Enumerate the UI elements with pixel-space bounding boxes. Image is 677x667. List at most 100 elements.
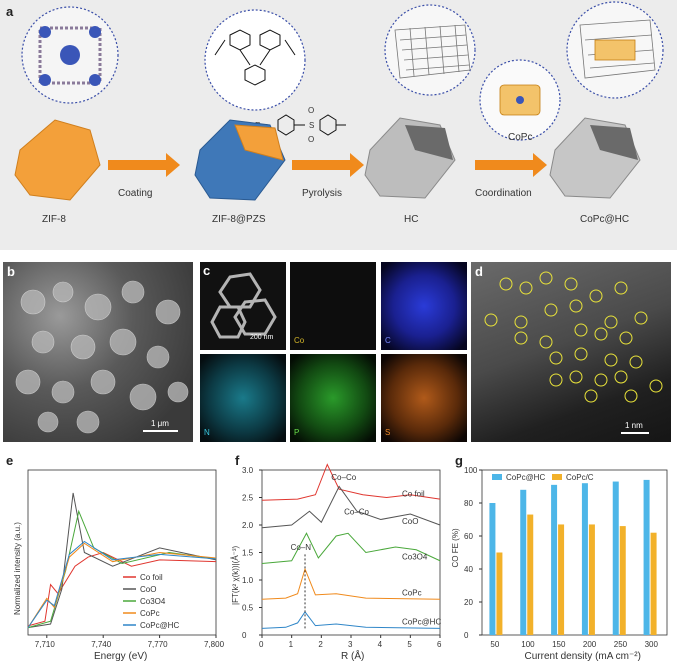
e-x-axis-label: Energy (eV): [94, 651, 147, 662]
g-plot-frame: [481, 469, 668, 636]
g-x-tick-label: 300: [645, 640, 659, 649]
e-series-line-0: [27, 551, 217, 627]
f-series-line-3: [261, 567, 441, 600]
eds-map-n: N: [200, 354, 286, 442]
g-bar-0-1: [520, 489, 527, 635]
arrow-coordination-icon: [475, 153, 547, 177]
stage-label-hc: HC: [404, 214, 418, 225]
zif8-framework-icon: [38, 26, 102, 86]
e-legend-label-1: CoO: [140, 585, 156, 594]
f-annotation-coco-1: Co–Co: [331, 473, 356, 482]
e-plot-frame: [27, 469, 217, 636]
panel-letter-e: e: [6, 453, 14, 468]
g-bar-1-4: [619, 526, 626, 635]
e-x-tick-label: 7,740: [91, 640, 112, 649]
f-series-label-0: Co foil: [402, 489, 425, 498]
f-series-line-1: [261, 485, 441, 529]
g-x-tick-label: 150: [552, 640, 566, 649]
panel-b-sem-image: b 1 μm: [3, 262, 193, 442]
f-x-axis-label: R (Å): [341, 649, 364, 662]
f-y-tick-label: 2.0: [242, 521, 254, 530]
f-series-line-4: [261, 611, 441, 629]
f-y-axis-label: |FT(k² χ(k))|(Å⁻³): [231, 545, 240, 605]
g-x-tick-label: 200: [583, 640, 597, 649]
arrow-label-coordination: Coordination: [475, 188, 532, 199]
panel-letter-g: g: [455, 453, 463, 468]
f-x-tick-label: 2: [318, 640, 323, 649]
f-y-tick-label: 2.5: [242, 494, 254, 503]
svg-text:S: S: [309, 121, 314, 130]
g-bar-1-3: [588, 524, 595, 635]
stage-label-zif8: ZIF-8: [42, 214, 66, 225]
element-label-p: P: [294, 428, 300, 437]
panel-a-scheme: R = OOS CoPc Coating: [14, 1, 664, 225]
panel-letter-f: f: [235, 453, 240, 468]
g-x-axis-label: Current density (mA cm⁻²): [525, 651, 641, 662]
f-annotation-con: Co–N: [291, 543, 312, 552]
g-y-tick-label: 60: [464, 532, 473, 541]
f-annotation-coco-2: Co–Co: [344, 508, 369, 517]
single-atom-markers: [484, 271, 663, 434]
g-bar-1-5: [650, 532, 657, 635]
scale-bar-b: 1 μm: [151, 419, 169, 428]
scale-bar-d: 1 nm: [625, 421, 643, 430]
svg-text:O: O: [308, 135, 314, 144]
g-legend-label-1: CoPc/C: [566, 473, 594, 482]
panel-letter-b: b: [7, 264, 15, 279]
g-bar-1-0: [496, 552, 503, 635]
g-legend-label-0: CoPc@HC: [506, 473, 545, 482]
g-bar-0-2: [551, 484, 558, 635]
pzs-molecule-icon: [214, 29, 296, 86]
e-legend-label-0: Co foil: [140, 573, 163, 582]
g-x-tick-label: 50: [490, 640, 499, 649]
e-series-line-1: [27, 492, 217, 629]
panel-a: a R = OOS: [0, 0, 677, 250]
g-bar-1-2: [558, 524, 565, 635]
e-series-line-2: [27, 509, 217, 629]
f-x-tick-label: 0: [259, 640, 264, 649]
f-y-tick-label: 0: [242, 631, 247, 640]
e-x-tick-label: 7,800: [204, 640, 225, 649]
e-x-tick-label: 7,770: [148, 640, 169, 649]
g-bar-0-0: [489, 503, 496, 635]
stage-label-zif8pzs: ZIF-8@PZS: [212, 214, 266, 225]
e-y-axis-label: Normalized intensity (a.u.): [13, 522, 22, 615]
g-bar-1-1: [527, 514, 534, 635]
e-x-tick-label: 7,710: [35, 640, 56, 649]
stage-label-copchc: CoPc@HC: [580, 214, 629, 225]
panel-letter-c: c: [203, 263, 211, 278]
f-series-label-2: Co3O4: [402, 553, 428, 562]
sem-particles: [15, 280, 189, 434]
g-y-tick-label: 40: [464, 565, 473, 574]
eds-map-co: Co: [290, 262, 376, 350]
r-group-structure-icon: [277, 114, 346, 136]
arrow-label-coating: Coating: [118, 188, 152, 199]
g-y-tick-label: 0: [464, 631, 469, 640]
eds-map-c: C: [381, 262, 467, 350]
panel-c: c 200 nm Co C N P S: [200, 262, 468, 442]
element-label-c: C: [385, 336, 391, 345]
f-x-tick-label: 1: [289, 640, 294, 649]
e-legend-label-3: CoPc: [140, 609, 160, 618]
g-y-tick-label: 80: [464, 499, 473, 508]
pzs-zoom-circle: [204, 9, 306, 111]
e-legend-label-2: Co3O4: [140, 597, 166, 606]
arrow-label-pyrolysis: Pyrolysis: [302, 188, 342, 199]
svg-text:O: O: [308, 106, 314, 115]
copc-molecule-icon: [499, 84, 541, 116]
element-label-co: Co: [294, 336, 305, 345]
g-legend-swatch-1: [552, 474, 562, 480]
g-x-tick-label: 250: [614, 640, 628, 649]
f-x-tick-label: 3: [348, 640, 353, 649]
f-series-label-4: CoPc@HC: [402, 617, 441, 626]
copc-label: CoPc: [508, 132, 532, 143]
g-y-tick-label: 20: [464, 598, 473, 607]
e-series-line-3: [27, 542, 217, 628]
f-y-tick-label: 1.5: [242, 549, 254, 558]
scale-bar-c: 200 nm: [250, 334, 274, 341]
f-x-tick-label: 4: [378, 640, 383, 649]
e-series-line-4: [27, 540, 217, 628]
arrow-pyrolysis-icon: [292, 153, 364, 177]
g-bar-0-4: [612, 481, 619, 635]
graphene-sheet-icon: [394, 24, 471, 79]
